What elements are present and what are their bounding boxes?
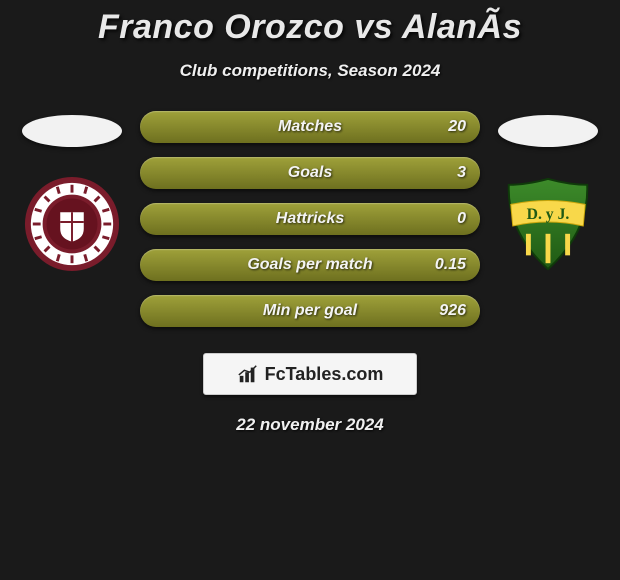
left-side: [22, 109, 122, 273]
stat-row-matches: Matches 20: [140, 111, 480, 143]
left-club-crest: [23, 175, 121, 273]
stat-label: Goals per match: [247, 256, 372, 274]
page-subtitle: Club competitions, Season 2024: [0, 61, 620, 81]
branding-logo: FcTables.com: [203, 353, 417, 395]
bar-chart-icon: [237, 363, 259, 385]
stat-value: 926: [439, 302, 466, 320]
crest-text: D. y J.: [527, 206, 570, 223]
branding-text: FcTables.com: [265, 364, 384, 385]
stat-label: Hattricks: [276, 210, 344, 228]
footer-date: 22 november 2024: [0, 415, 620, 435]
infographic-container: Franco Orozco vs AlanÃs Club competition…: [0, 0, 620, 435]
stat-row-min-per-goal: Min per goal 926: [140, 295, 480, 327]
main-row: Matches 20 Goals 3 Hattricks 0 Goals per…: [0, 109, 620, 327]
stat-value: 0: [457, 210, 466, 228]
stat-row-goals: Goals 3: [140, 157, 480, 189]
stat-label: Goals: [288, 164, 332, 182]
lanus-crest-icon: [23, 175, 121, 273]
stat-label: Min per goal: [263, 302, 357, 320]
stat-row-hattricks: Hattricks 0: [140, 203, 480, 235]
right-side: D. y J.: [498, 109, 598, 273]
stat-row-goals-per-match: Goals per match 0.15: [140, 249, 480, 281]
stats-column: Matches 20 Goals 3 Hattricks 0 Goals per…: [140, 109, 480, 327]
defensa-y-justicia-crest-icon: D. y J.: [499, 175, 597, 273]
stat-value: 20: [448, 118, 466, 136]
stat-label: Matches: [278, 118, 342, 136]
right-club-crest: D. y J.: [499, 175, 597, 273]
right-player-photo-placeholder: [498, 115, 598, 147]
stat-value: 3: [457, 164, 466, 182]
left-player-photo-placeholder: [22, 115, 122, 147]
stat-value: 0.15: [435, 256, 466, 274]
page-title: Franco Orozco vs AlanÃs: [0, 8, 620, 47]
